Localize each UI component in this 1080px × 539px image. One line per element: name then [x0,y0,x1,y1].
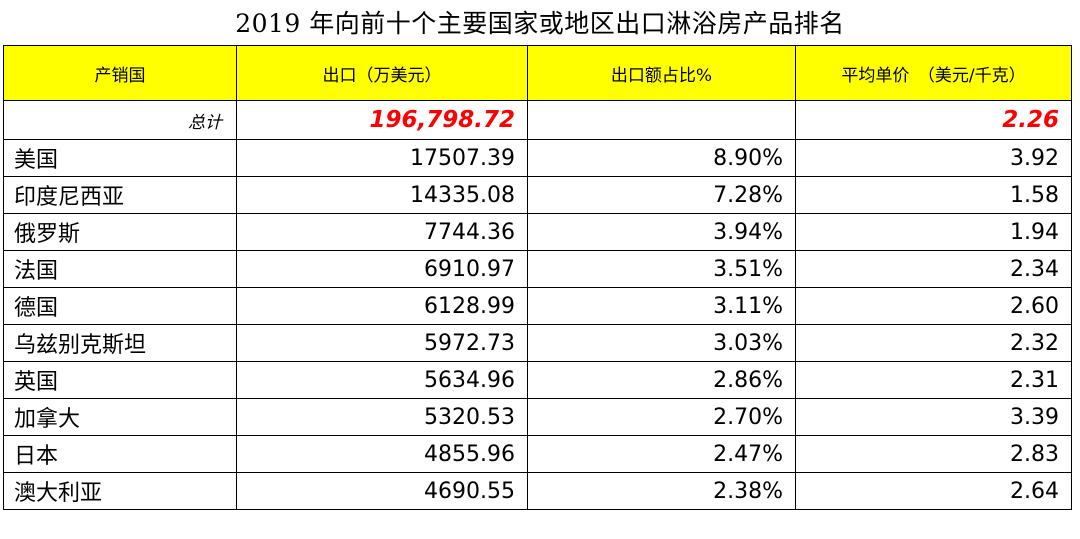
table-row: 日本 4855.96 2.47% 2.83 [3,435,1072,473]
cell-country: 德国 [3,287,237,325]
table-row: 加拿大 5320.53 2.70% 3.39 [3,398,1072,436]
cell-export: 4690.55 [236,472,528,510]
cell-export: 14335.08 [236,176,528,214]
cell-country: 日本 [3,435,237,473]
cell-unit-price: 2.83 [795,435,1072,473]
column-header-share: 出口额占比% [527,45,796,101]
cell-export: 4855.96 [236,435,528,473]
column-header-country: 产销国 [3,45,237,101]
cell-share: 7.28% [527,176,796,214]
cell-share: 2.70% [527,398,796,436]
table-row: 英国 5634.96 2.86% 2.31 [3,361,1072,399]
cell-export: 6910.97 [236,250,528,288]
cell-unit-price: 1.58 [795,176,1072,214]
cell-unit-price: 2.31 [795,361,1072,399]
cell-unit-price: 3.92 [795,139,1072,177]
cell-share: 2.47% [527,435,796,473]
cell-country: 加拿大 [3,398,237,436]
cell-export: 5320.53 [236,398,528,436]
cell-country: 美国 [3,139,237,177]
cell-export: 6128.99 [236,287,528,325]
cell-export: 5972.73 [236,324,528,362]
table-row: 澳大利亚 4690.55 2.38% 2.64 [3,472,1072,510]
cell-unit-price: 2.32 [795,324,1072,362]
table-row: 德国 6128.99 3.11% 2.60 [3,287,1072,325]
cell-share: 3.03% [527,324,796,362]
total-unit-price: 2.26 [795,100,1072,140]
cell-country: 乌兹别克斯坦 [3,324,237,362]
cell-share: 2.86% [527,361,796,399]
table-row: 俄罗斯 7744.36 3.94% 1.94 [3,213,1072,251]
cell-share: 2.38% [527,472,796,510]
cell-share: 3.51% [527,250,796,288]
table-row: 乌兹别克斯坦 5972.73 3.03% 2.32 [3,324,1072,362]
export-ranking-table: 产销国 出口（万美元） 出口额占比% 平均单价 （美元/千克） 总计 196,7… [3,45,1072,510]
cell-export: 17507.39 [236,139,528,177]
cell-share: 8.90% [527,139,796,177]
cell-country: 印度尼西亚 [3,176,237,214]
cell-unit-price: 2.64 [795,472,1072,510]
cell-export: 7744.36 [236,213,528,251]
cell-country: 俄罗斯 [3,213,237,251]
total-label: 总计 [3,100,237,140]
chart-title: 2019 年向前十个主要国家或地区出口淋浴房产品排名 [235,9,845,38]
cell-export: 5634.96 [236,361,528,399]
table-row: 法国 6910.97 3.51% 2.34 [3,250,1072,288]
total-row: 总计 196,798.72 2.26 [3,100,1072,140]
cell-share: 3.94% [527,213,796,251]
total-export: 196,798.72 [236,100,528,140]
column-header-export: 出口（万美元） [236,45,528,101]
cell-unit-price: 2.34 [795,250,1072,288]
cell-country: 澳大利亚 [3,472,237,510]
cell-unit-price: 1.94 [795,213,1072,251]
cell-country: 法国 [3,250,237,288]
cell-unit-price: 2.60 [795,287,1072,325]
total-share [527,100,796,140]
cell-unit-price: 3.39 [795,398,1072,436]
header-row: 产销国 出口（万美元） 出口额占比% 平均单价 （美元/千克） [3,45,1072,101]
table-row: 印度尼西亚 14335.08 7.28% 1.58 [3,176,1072,214]
table-row: 美国 17507.39 8.90% 3.92 [3,139,1072,177]
cell-country: 英国 [3,361,237,399]
cell-share: 3.11% [527,287,796,325]
column-header-unit-price: 平均单价 （美元/千克） [795,45,1072,101]
